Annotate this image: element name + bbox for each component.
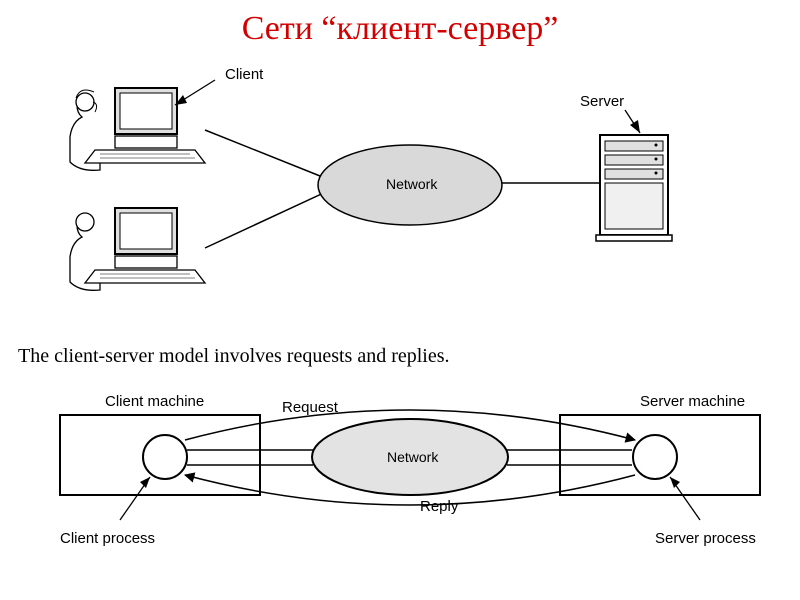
- client-label: Client: [225, 66, 263, 83]
- server-machine-label: Server machine: [640, 393, 745, 410]
- reply-label: Reply: [420, 498, 458, 515]
- network-label-2: Network: [387, 449, 438, 465]
- caption-text: The client-server model involves request…: [18, 345, 450, 368]
- client-process-label: Client process: [60, 530, 155, 547]
- page-title: Сети “клиент-сервер”: [0, 10, 800, 48]
- server-process-label: Server process: [655, 530, 756, 547]
- request-label: Request: [282, 399, 338, 416]
- server-label: Server: [580, 93, 624, 110]
- diagram-bottom: [50, 395, 770, 585]
- network-label-1: Network: [386, 176, 437, 192]
- client-machine-label: Client machine: [105, 393, 204, 410]
